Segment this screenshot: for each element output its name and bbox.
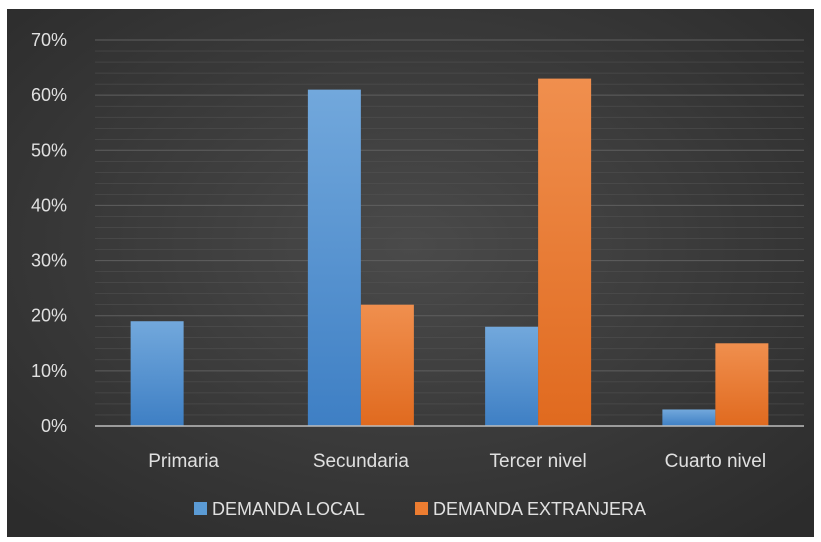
bar-extranjera-3 bbox=[715, 343, 769, 426]
bar-chart: 0% 10% 20% 30% 40% 50% 60% 70% Primaria Secundar… bbox=[7, 9, 814, 537]
y-tick-label: 10% bbox=[31, 361, 67, 381]
chart-background bbox=[7, 9, 814, 537]
y-axis-tick-labels: 0% 10% 20% 30% 40% 50% 60% 70% bbox=[31, 30, 67, 436]
y-tick-label: 50% bbox=[31, 140, 67, 160]
minor-gridlines bbox=[95, 50, 804, 416]
bar-local-1 bbox=[307, 89, 361, 426]
chart-frame: 0% 10% 20% 30% 40% 50% 60% 70% Primaria Secundar… bbox=[7, 9, 814, 537]
bar-local-3 bbox=[662, 409, 716, 426]
x-tick-label: Cuarto nivel bbox=[665, 451, 766, 472]
bar-extranjera-2 bbox=[538, 78, 592, 426]
bars bbox=[130, 78, 769, 426]
major-gridlines bbox=[95, 39, 804, 372]
legend-swatch bbox=[415, 502, 428, 515]
x-tick-label: Secundaria bbox=[313, 451, 410, 472]
y-tick-label: 0% bbox=[41, 416, 67, 436]
y-tick-label: 30% bbox=[31, 251, 67, 271]
legend: DEMANDA LOCAL DEMANDA EXTRANJERA bbox=[194, 499, 646, 519]
y-tick-label: 70% bbox=[31, 30, 67, 50]
legend-label: DEMANDA LOCAL bbox=[212, 499, 365, 519]
x-tick-label: Primaria bbox=[148, 451, 219, 472]
legend-label: DEMANDA EXTRANJERA bbox=[433, 499, 646, 519]
y-tick-label: 20% bbox=[31, 306, 67, 326]
bar-local-2 bbox=[485, 326, 539, 426]
bar-local-0 bbox=[130, 321, 184, 426]
y-tick-label: 60% bbox=[31, 85, 67, 105]
y-tick-label: 40% bbox=[31, 195, 67, 215]
x-tick-label: Tercer nivel bbox=[490, 451, 587, 472]
legend-swatch bbox=[194, 502, 207, 515]
bar-extranjera-1 bbox=[360, 304, 414, 426]
x-axis-tick-labels: Primaria Secundaria Tercer nivel Cuarto niv… bbox=[148, 451, 766, 472]
